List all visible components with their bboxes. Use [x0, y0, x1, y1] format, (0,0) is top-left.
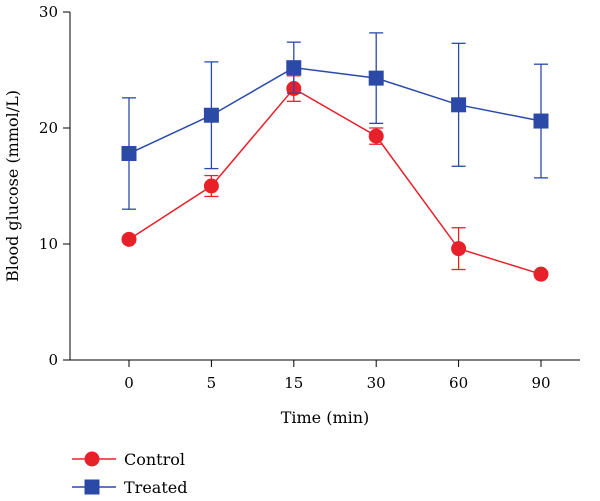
x-tick-label: 15 [284, 374, 303, 392]
data-point [121, 231, 137, 247]
data-point [368, 70, 384, 86]
y-tick-label: 10 [39, 235, 58, 253]
data-point [203, 178, 219, 194]
series-layer [121, 32, 549, 282]
axes [69, 12, 580, 361]
data-point [368, 128, 384, 144]
series-treated [121, 32, 549, 210]
series-line [128, 66, 542, 155]
legend-item-control: Control [72, 450, 185, 469]
y-tick-label: 0 [48, 351, 58, 369]
data-point [451, 241, 467, 257]
x-tick-label: 60 [449, 374, 468, 392]
data-point [451, 97, 467, 113]
data-point [121, 146, 137, 162]
data-point [533, 113, 549, 129]
x-tick-label: 30 [367, 374, 386, 392]
legend-marker [84, 451, 100, 467]
legend-label: Treated [124, 478, 187, 497]
y-tick-label: 20 [39, 119, 58, 137]
y-tick-label: 30 [39, 3, 58, 21]
legend-item-treated: Treated [72, 478, 187, 497]
series-line [128, 87, 542, 275]
legend-marker [84, 479, 100, 495]
x-ticks: 0 5 15 30 60 90 [124, 360, 551, 392]
data-point [286, 60, 302, 76]
series-control [121, 75, 549, 282]
x-tick-label: 0 [124, 374, 134, 392]
y-axis-title: Blood glucose (mmol/L) [3, 90, 22, 282]
data-point [533, 266, 549, 282]
data-point [203, 107, 219, 123]
x-tick-label: 5 [207, 374, 217, 392]
legend: Control Treated [72, 450, 187, 497]
legend-label: Control [124, 450, 185, 469]
y-ticks: 0 10 20 30 [39, 3, 70, 369]
x-axis-title: Time (min) [281, 408, 370, 427]
x-tick-label: 90 [531, 374, 550, 392]
